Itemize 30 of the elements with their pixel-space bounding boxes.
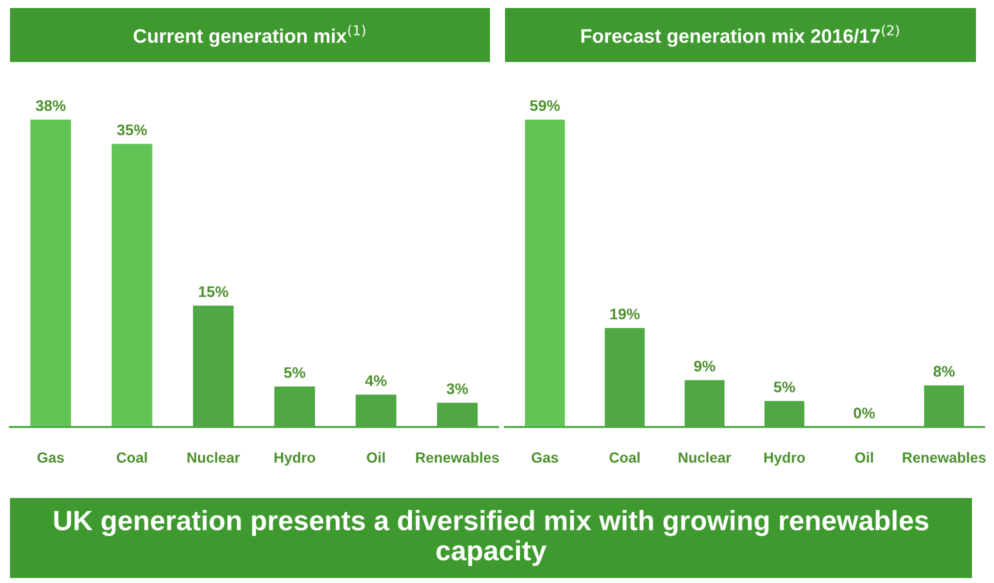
data-label: 4% <box>365 375 387 386</box>
chart-title: Current generation mix$^{(1)}$ <box>134 24 366 47</box>
data-label: 38% <box>36 100 66 112</box>
data-label: 59% <box>530 100 560 112</box>
x-tick-label: Hydro <box>764 452 805 466</box>
x-tick-label: Renewables <box>902 452 986 463</box>
data-label: 9% <box>694 360 716 372</box>
data-label: 19% <box>610 308 640 320</box>
data-label: 8% <box>934 366 955 377</box>
bar <box>112 144 152 427</box>
x-tick-label: Renewables <box>416 452 499 463</box>
x-tick-label: Nuclear <box>678 452 732 463</box>
x-tick-label: Coal <box>610 452 640 463</box>
data-label: 3% <box>446 383 468 394</box>
x-tick-label: Hydro <box>274 452 316 466</box>
x-tick-label: Gas <box>37 452 64 463</box>
data-label: 0% <box>854 408 875 418</box>
x-tick-label: Oil <box>366 452 385 463</box>
data-label: 15% <box>199 286 228 298</box>
x-tick-label: Oil <box>855 452 873 463</box>
data-label: 35% <box>117 124 147 136</box>
x-tick-label: Coal <box>116 452 147 463</box>
text: UK generation presents a diversified mix with growing renewables capacity <box>54 510 928 566</box>
chart-title: Forecast generation mix 2016/17$^{(2)}$ <box>581 24 899 47</box>
x-tick-label: Nuclear <box>188 452 240 463</box>
bar <box>524 120 565 427</box>
data-label: 5% <box>284 367 306 378</box>
data-label: 5% <box>774 382 796 392</box>
bar <box>30 120 71 427</box>
x-tick-label: Gas <box>532 452 558 463</box>
